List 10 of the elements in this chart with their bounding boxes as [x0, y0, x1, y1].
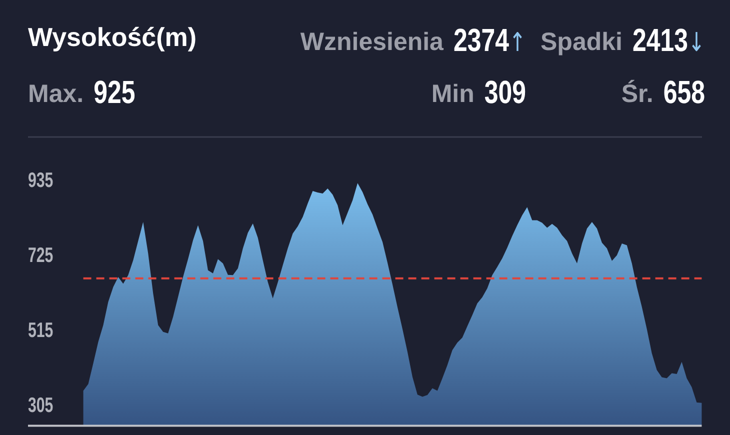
y-tick-label: 515	[28, 317, 54, 342]
text: Max. 925	[28, 75, 136, 111]
text: Spadki 2413↓	[540, 23, 705, 59]
chart-title: Wysokość(m)	[28, 22, 197, 52]
y-tick-label: 305	[28, 392, 54, 416]
y-tick-label: 935	[28, 168, 54, 192]
text: Śr. 658	[621, 75, 706, 111]
text: Min 309	[431, 75, 526, 111]
y-tick-label: 725	[28, 242, 54, 267]
text: Wzniesienia 2374↑	[300, 23, 526, 59]
